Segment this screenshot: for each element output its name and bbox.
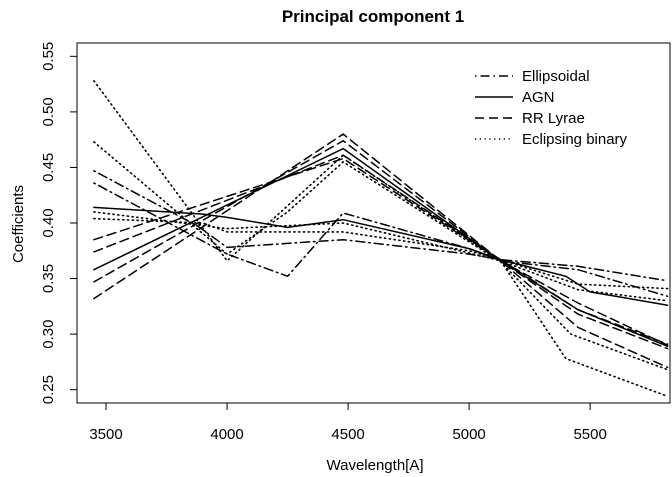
series-line-8 (93, 157, 669, 346)
legend-label: AGN (522, 89, 555, 106)
y-axis-label: Coefficients (10, 185, 27, 263)
plot-frame (76, 42, 671, 404)
plot-lines (93, 80, 669, 398)
chart-title: Principal component 1 (282, 7, 464, 26)
x-axis: 3500 4000 4500 5000 5500 (89, 403, 607, 443)
x-tick-label: 3500 (89, 426, 122, 443)
series-line-1 (93, 182, 669, 298)
series-line-9 (93, 80, 669, 398)
series-line-12 (93, 211, 669, 302)
series-line-10 (93, 141, 669, 371)
series-line-5 (93, 133, 669, 369)
y-tick-label: 0.50 (40, 97, 57, 126)
y-axis: 0.25 0.30 0.35 0.40 0.45 0.50 0.55 (40, 42, 77, 404)
x-tick-label: 4000 (210, 426, 243, 443)
x-tick-label: 5000 (452, 426, 485, 443)
x-tick-label: 5500 (573, 426, 606, 443)
legend-label: Eclipsing binary (522, 131, 628, 148)
y-tick-label: 0.25 (40, 375, 57, 404)
series-line-7 (93, 154, 669, 345)
x-axis-label: Wavelength[A] (327, 457, 424, 474)
series-line-3 (93, 206, 669, 306)
y-tick-label: 0.35 (40, 264, 57, 293)
legend: Ellipsoidal AGN RR Lyrae Eclipsing binary (475, 68, 628, 148)
series-line-2 (93, 170, 669, 282)
x-tick-label: 4500 (331, 426, 364, 443)
legend-label: Ellipsoidal (522, 68, 590, 85)
y-tick-label: 0.30 (40, 320, 57, 349)
legend-label: RR Lyrae (522, 110, 585, 127)
y-tick-label: 0.40 (40, 208, 57, 237)
series-line-4 (93, 147, 669, 348)
y-tick-label: 0.55 (40, 42, 57, 71)
y-tick-label: 0.45 (40, 153, 57, 182)
